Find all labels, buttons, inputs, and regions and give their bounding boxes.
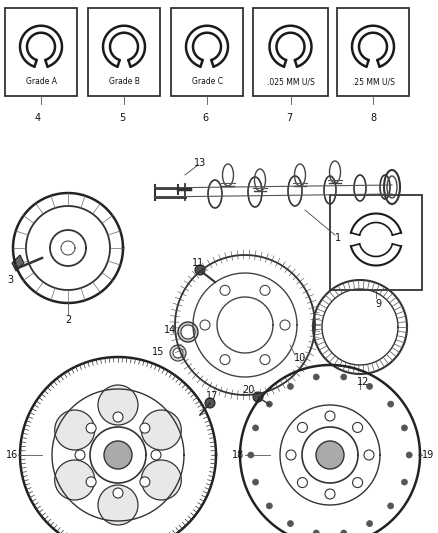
Text: .25 MM U/S: .25 MM U/S	[352, 77, 395, 86]
Circle shape	[353, 423, 363, 432]
Text: 7: 7	[286, 113, 292, 123]
Circle shape	[253, 425, 258, 431]
Circle shape	[55, 410, 95, 450]
Circle shape	[341, 374, 347, 380]
Circle shape	[75, 450, 85, 460]
Bar	[5, 8, 77, 96]
Circle shape	[253, 479, 258, 485]
Text: 20: 20	[242, 385, 254, 395]
Text: .025 MM U/S: .025 MM U/S	[267, 77, 314, 86]
Text: Grade A: Grade A	[25, 77, 57, 86]
Text: 10: 10	[294, 353, 306, 363]
Circle shape	[205, 398, 215, 408]
Circle shape	[98, 385, 138, 425]
Circle shape	[287, 383, 293, 390]
Bar	[88, 8, 160, 96]
Circle shape	[113, 412, 123, 422]
Circle shape	[266, 401, 272, 407]
Circle shape	[325, 411, 335, 421]
Circle shape	[55, 460, 95, 500]
Circle shape	[313, 530, 319, 533]
Circle shape	[104, 441, 132, 469]
Circle shape	[287, 521, 293, 527]
Text: 16: 16	[6, 450, 18, 460]
Circle shape	[140, 423, 150, 433]
Text: 14: 14	[164, 325, 176, 335]
Bar	[337, 8, 409, 96]
Circle shape	[195, 265, 205, 275]
Circle shape	[98, 485, 138, 525]
Circle shape	[253, 392, 263, 402]
Text: 2: 2	[65, 315, 71, 325]
Text: 3: 3	[7, 275, 13, 285]
Text: 1: 1	[335, 233, 341, 243]
Circle shape	[297, 478, 307, 488]
Circle shape	[141, 460, 181, 500]
Text: 6: 6	[202, 113, 208, 123]
Circle shape	[297, 423, 307, 432]
Circle shape	[353, 478, 363, 488]
Text: 4: 4	[35, 113, 41, 123]
Bar	[253, 8, 328, 96]
Circle shape	[388, 401, 394, 407]
Bar	[330, 195, 422, 290]
Circle shape	[406, 452, 412, 458]
Circle shape	[364, 450, 374, 460]
Circle shape	[313, 374, 319, 380]
Circle shape	[173, 348, 183, 358]
Text: Grade B: Grade B	[109, 77, 139, 86]
Text: 9: 9	[375, 299, 381, 309]
Circle shape	[181, 325, 195, 339]
Circle shape	[151, 450, 161, 460]
Circle shape	[286, 450, 296, 460]
Circle shape	[220, 354, 230, 365]
Circle shape	[341, 530, 347, 533]
Circle shape	[401, 479, 407, 485]
Ellipse shape	[178, 322, 198, 342]
Circle shape	[388, 503, 394, 509]
Text: 18: 18	[232, 450, 244, 460]
Circle shape	[200, 320, 210, 330]
Circle shape	[280, 320, 290, 330]
Text: 12: 12	[357, 377, 369, 387]
Circle shape	[260, 285, 270, 295]
Circle shape	[113, 488, 123, 498]
Circle shape	[266, 503, 272, 509]
Polygon shape	[12, 255, 24, 271]
Text: Grade C: Grade C	[191, 77, 223, 86]
Circle shape	[367, 383, 373, 390]
Text: 8: 8	[370, 113, 376, 123]
Circle shape	[86, 477, 96, 487]
Text: 11: 11	[192, 258, 204, 268]
Circle shape	[86, 423, 96, 433]
Circle shape	[140, 477, 150, 487]
Text: 13: 13	[194, 158, 206, 168]
Circle shape	[325, 489, 335, 499]
Ellipse shape	[170, 345, 186, 361]
Circle shape	[401, 425, 407, 431]
Circle shape	[260, 354, 270, 365]
Circle shape	[248, 452, 254, 458]
Text: 17: 17	[206, 391, 218, 401]
Bar	[171, 8, 243, 96]
Text: 19: 19	[422, 450, 434, 460]
Text: 15: 15	[152, 347, 164, 357]
Circle shape	[220, 285, 230, 295]
Circle shape	[141, 410, 181, 450]
Circle shape	[316, 441, 344, 469]
Text: 5: 5	[119, 113, 125, 123]
Circle shape	[367, 521, 373, 527]
